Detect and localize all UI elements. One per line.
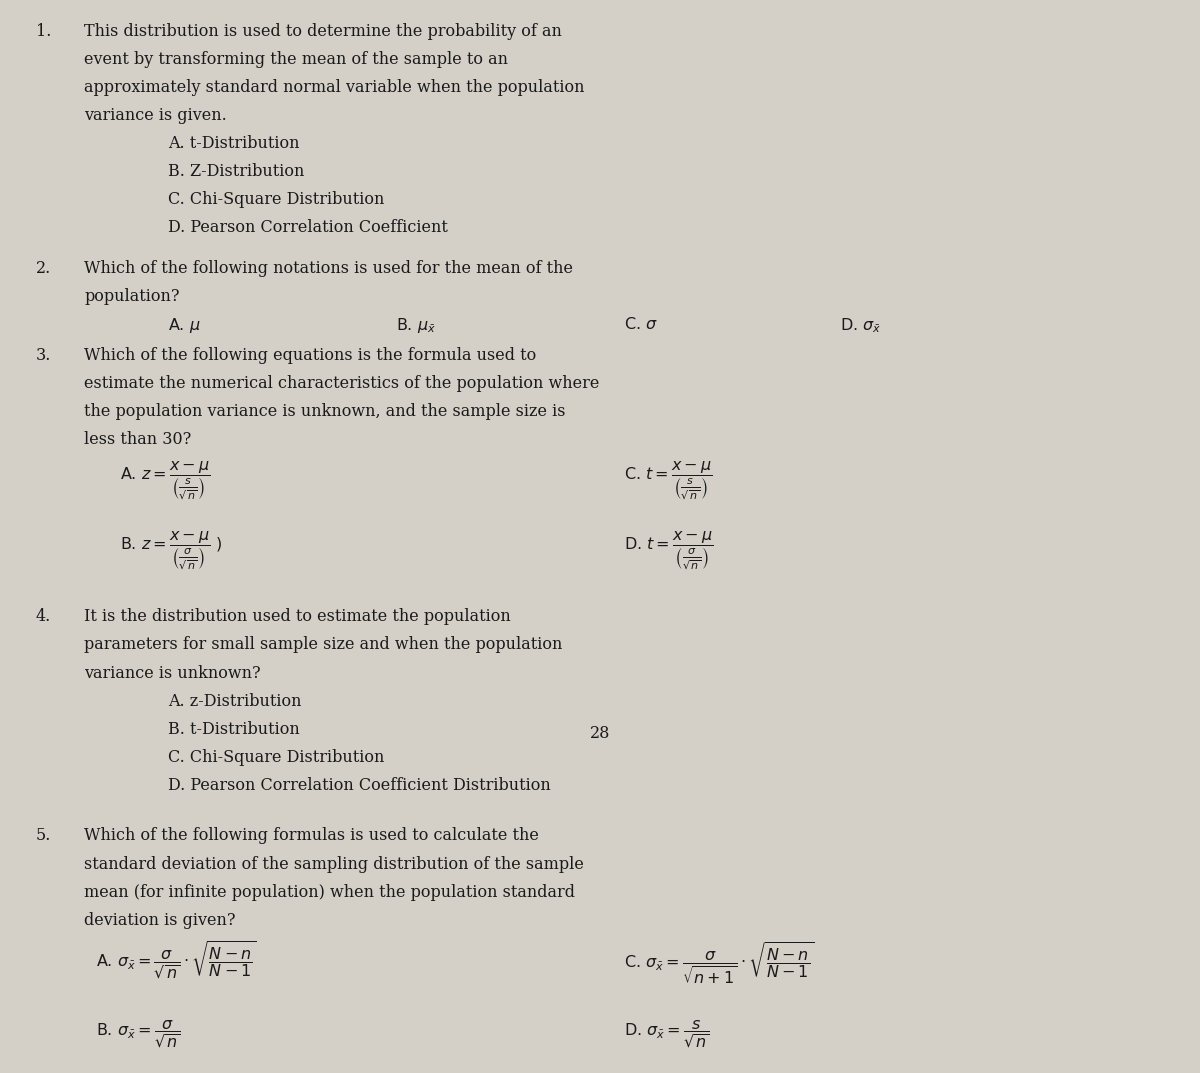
Text: the population variance is unknown, and the sample size is: the population variance is unknown, and … bbox=[84, 403, 565, 421]
Text: variance is given.: variance is given. bbox=[84, 107, 227, 124]
Text: 3.: 3. bbox=[36, 347, 52, 364]
Text: mean (for infinite population) when the population standard: mean (for infinite population) when the … bbox=[84, 883, 575, 900]
Text: D. Pearson Correlation Coefficient Distribution: D. Pearson Correlation Coefficient Distr… bbox=[168, 777, 551, 794]
Text: B. $\sigma_{\bar{x}} = \dfrac{\sigma}{\sqrt{n}}$: B. $\sigma_{\bar{x}} = \dfrac{\sigma}{\s… bbox=[96, 1018, 180, 1050]
Text: parameters for small sample size and when the population: parameters for small sample size and whe… bbox=[84, 636, 563, 653]
Text: C. Chi-Square Distribution: C. Chi-Square Distribution bbox=[168, 749, 384, 766]
Text: Which of the following formulas is used to calculate the: Which of the following formulas is used … bbox=[84, 827, 539, 844]
Text: C. $t = \dfrac{x-\mu}{\left(\frac{s}{\sqrt{n}}\right)}$: C. $t = \dfrac{x-\mu}{\left(\frac{s}{\sq… bbox=[624, 459, 713, 502]
Text: D. $\sigma_{\bar{x}}$: D. $\sigma_{\bar{x}}$ bbox=[840, 317, 881, 335]
Text: population?: population? bbox=[84, 289, 180, 305]
Text: Which of the following notations is used for the mean of the: Which of the following notations is used… bbox=[84, 260, 574, 277]
Text: 28: 28 bbox=[590, 725, 610, 743]
Text: deviation is given?: deviation is given? bbox=[84, 912, 235, 929]
Text: B. t-Distribution: B. t-Distribution bbox=[168, 721, 300, 738]
Text: 2.: 2. bbox=[36, 260, 52, 277]
Text: Which of the following equations is the formula used to: Which of the following equations is the … bbox=[84, 347, 536, 364]
Text: variance is unknown?: variance is unknown? bbox=[84, 664, 260, 681]
Text: estimate the numerical characteristics of the population where: estimate the numerical characteristics o… bbox=[84, 376, 599, 393]
Text: A. $\mu$: A. $\mu$ bbox=[168, 317, 200, 335]
Text: B. Z-Distribution: B. Z-Distribution bbox=[168, 163, 305, 180]
Text: It is the distribution used to estimate the population: It is the distribution used to estimate … bbox=[84, 608, 511, 626]
Text: A. $\sigma_{\bar{x}} = \dfrac{\sigma}{\sqrt{n}} \cdot \sqrt{\dfrac{N-n}{N-1}}$: A. $\sigma_{\bar{x}} = \dfrac{\sigma}{\s… bbox=[96, 940, 257, 982]
Text: 4.: 4. bbox=[36, 608, 52, 626]
Text: B. $z = \dfrac{x-\mu}{\left(\frac{\sigma}{\sqrt{n}}\right)}$ ): B. $z = \dfrac{x-\mu}{\left(\frac{\sigma… bbox=[120, 530, 222, 572]
Text: event by transforming the mean of the sample to an: event by transforming the mean of the sa… bbox=[84, 50, 508, 68]
Text: 5.: 5. bbox=[36, 827, 52, 844]
Text: C. $\sigma$: C. $\sigma$ bbox=[624, 317, 658, 333]
Text: D. $t = \dfrac{x-\mu}{\left(\frac{\sigma}{\sqrt{n}}\right)}$: D. $t = \dfrac{x-\mu}{\left(\frac{\sigma… bbox=[624, 530, 714, 572]
Text: A. z-Distribution: A. z-Distribution bbox=[168, 692, 301, 709]
Text: D. Pearson Correlation Coefficient: D. Pearson Correlation Coefficient bbox=[168, 219, 448, 236]
Text: C. Chi-Square Distribution: C. Chi-Square Distribution bbox=[168, 191, 384, 208]
Text: approximately standard normal variable when the population: approximately standard normal variable w… bbox=[84, 79, 584, 95]
Text: less than 30?: less than 30? bbox=[84, 431, 191, 449]
Text: A. t-Distribution: A. t-Distribution bbox=[168, 135, 300, 152]
Text: This distribution is used to determine the probability of an: This distribution is used to determine t… bbox=[84, 23, 562, 40]
Text: 1.: 1. bbox=[36, 23, 52, 40]
Text: D. $\sigma_{\bar{x}} = \dfrac{s}{\sqrt{n}}$: D. $\sigma_{\bar{x}} = \dfrac{s}{\sqrt{n… bbox=[624, 1018, 709, 1050]
Text: A. $z = \dfrac{x-\mu}{\left(\frac{s}{\sqrt{n}}\right)}$: A. $z = \dfrac{x-\mu}{\left(\frac{s}{\sq… bbox=[120, 459, 210, 502]
Text: C. $\sigma_{\bar{x}} = \dfrac{\sigma}{\sqrt{n+1}} \cdot \sqrt{\dfrac{N-n}{N-1}}$: C. $\sigma_{\bar{x}} = \dfrac{\sigma}{\s… bbox=[624, 940, 814, 986]
Text: standard deviation of the sampling distribution of the sample: standard deviation of the sampling distr… bbox=[84, 855, 584, 872]
Text: B. $\mu_{\bar{x}}$: B. $\mu_{\bar{x}}$ bbox=[396, 317, 436, 335]
